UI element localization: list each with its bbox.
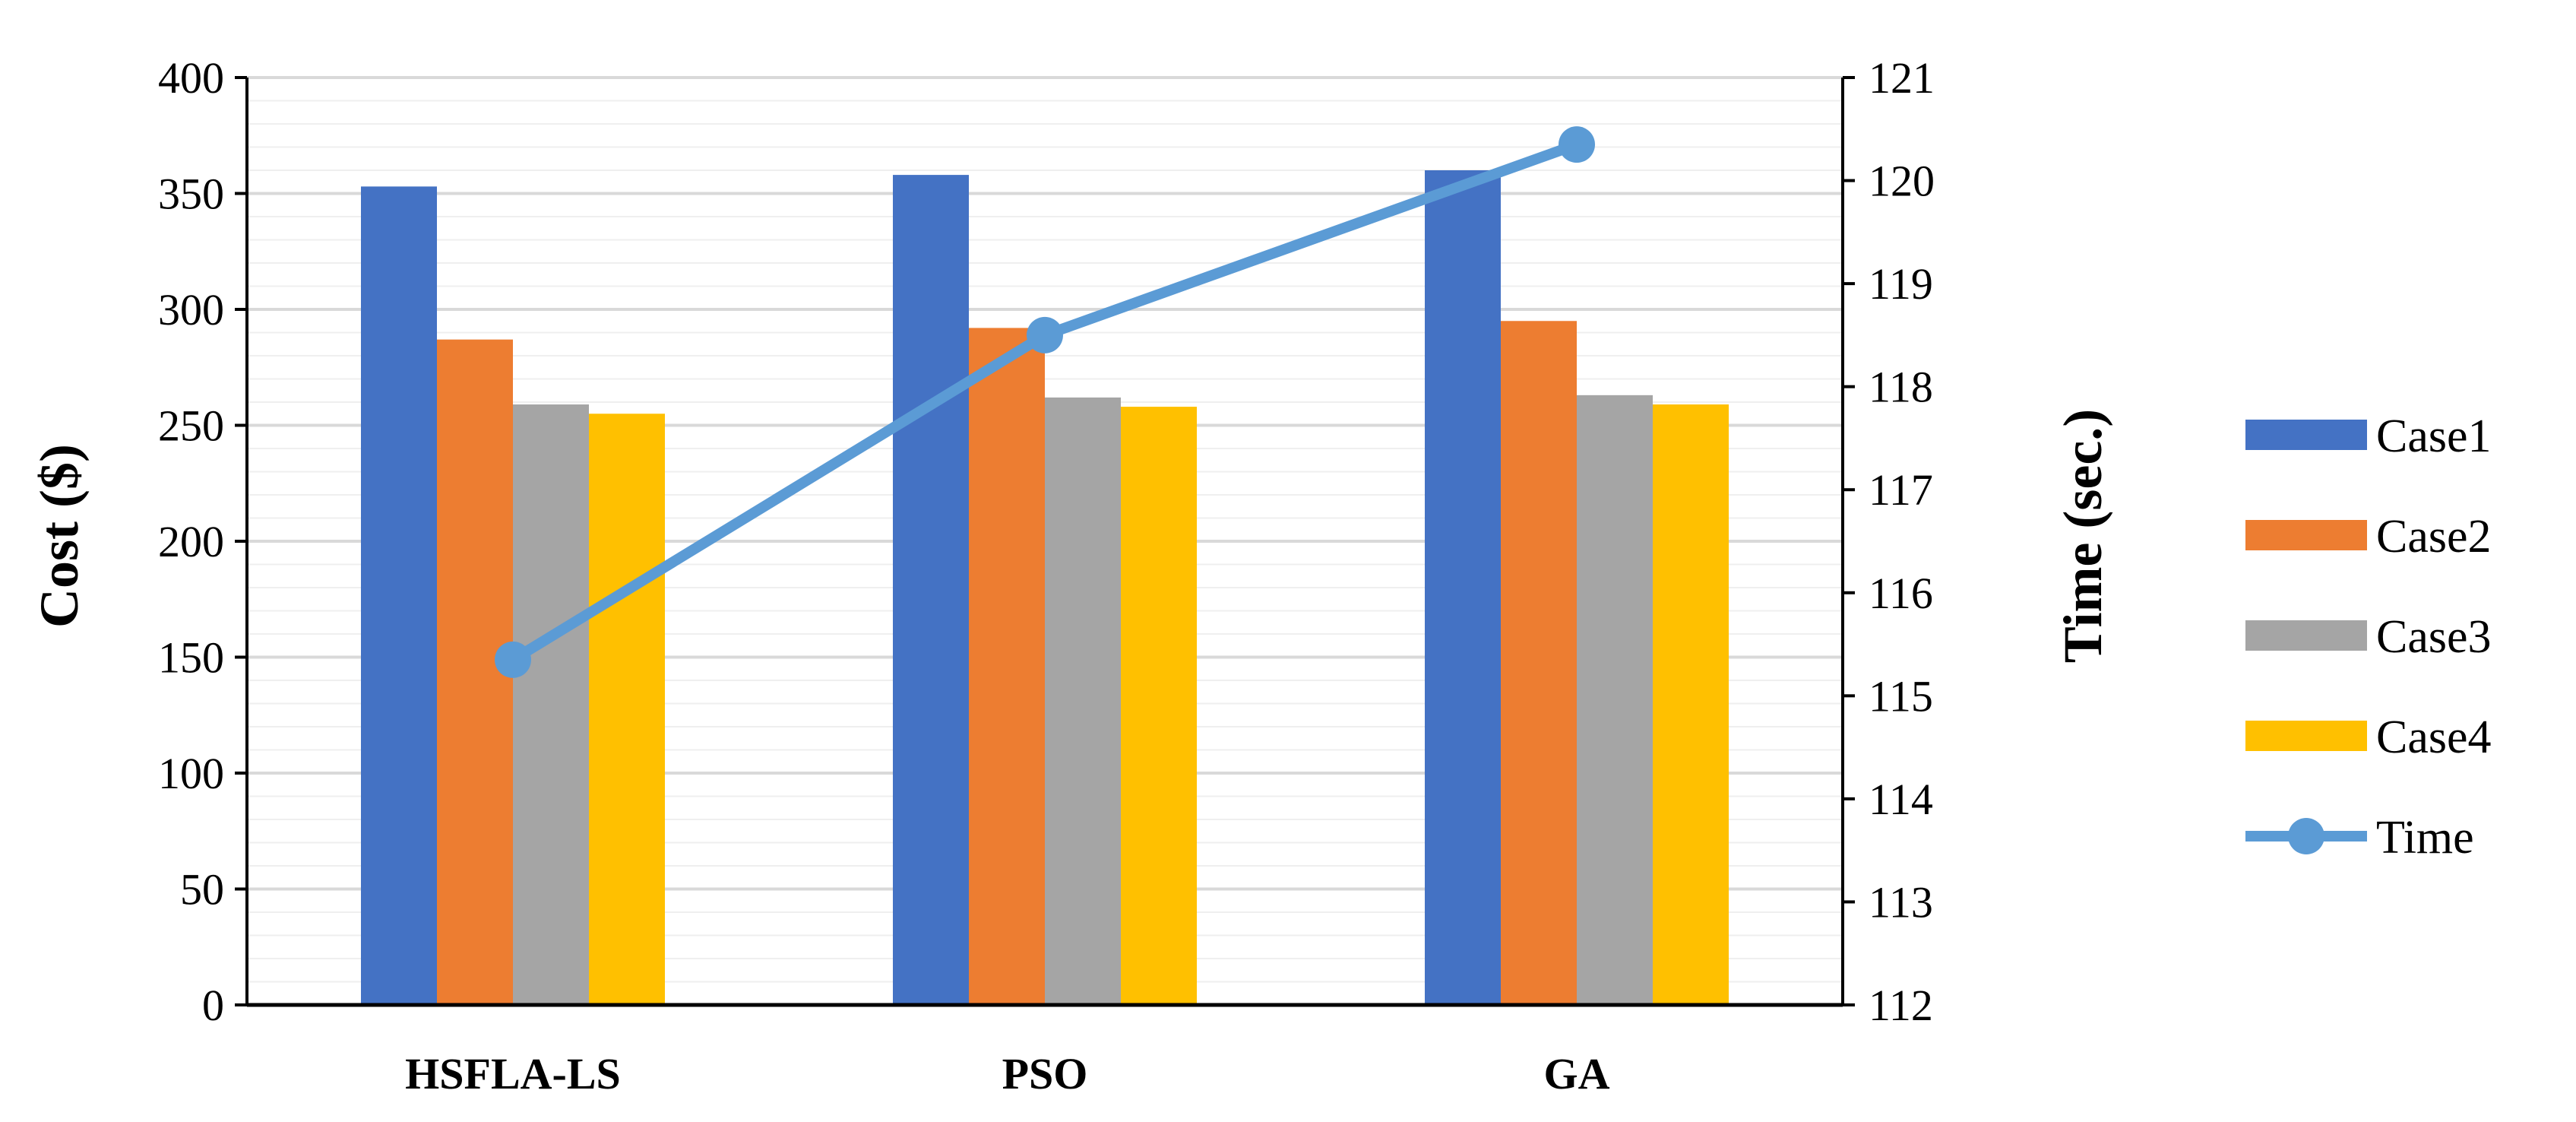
- right-tick-label: 118: [1869, 363, 1933, 412]
- legend-label: Case4: [2376, 712, 2492, 763]
- legend-label: Time: [2376, 812, 2474, 864]
- legend-swatch-case2: [2245, 520, 2367, 550]
- bar-case4-pso: [1121, 407, 1197, 1005]
- time-point: [1559, 126, 1595, 163]
- right-tick-label: 114: [1869, 775, 1933, 824]
- right-axis-ticks: 112 113 114 115 116 117 118 119 120 121: [1843, 53, 1935, 1030]
- right-tick-label: 113: [1869, 877, 1933, 927]
- legend-swatch-case3: [2245, 620, 2367, 651]
- y2-axis-title: Time (sec.): [2052, 409, 2113, 664]
- left-axis-ticks: 0 50 100 150 200 250 300 350 400: [158, 53, 247, 1030]
- legend-marker-time: [2288, 818, 2324, 854]
- right-tick-label: 116: [1869, 569, 1933, 618]
- right-tick-label: 121: [1869, 53, 1935, 103]
- right-tick-label: 119: [1869, 259, 1933, 309]
- bar-case3-ga: [1577, 395, 1653, 1005]
- bar-case1-pso: [893, 175, 969, 1006]
- left-tick-label: 400: [158, 53, 224, 103]
- left-tick-label: 100: [158, 749, 224, 798]
- legend-label: Case1: [2376, 410, 2492, 462]
- left-tick-label: 250: [158, 401, 224, 451]
- bar-case2-pso: [969, 328, 1045, 1005]
- category-label: GA: [1544, 1049, 1610, 1098]
- left-tick-label: 50: [180, 865, 224, 914]
- legend-swatch-case4: [2245, 721, 2367, 751]
- time-line: [495, 126, 1595, 678]
- bar-case2-ga: [1501, 321, 1577, 1005]
- left-tick-label: 0: [202, 981, 224, 1030]
- right-tick-label: 115: [1869, 671, 1933, 721]
- left-tick-label: 200: [158, 517, 224, 566]
- category-labels: HSFLA-LS PSO GA: [405, 1049, 1609, 1098]
- right-tick-label: 117: [1869, 465, 1933, 515]
- legend-label: Case3: [2376, 611, 2492, 663]
- bar-case1-ga: [1425, 170, 1501, 1005]
- bar-case4-hsfla-ls: [589, 414, 665, 1005]
- bar-case3-hsfla-ls: [513, 404, 589, 1005]
- left-tick-label: 150: [158, 633, 224, 683]
- right-tick-label: 112: [1869, 981, 1933, 1030]
- right-tick-label: 120: [1869, 157, 1935, 206]
- bar-case1-hsfla-ls: [361, 186, 437, 1006]
- time-point: [1027, 316, 1063, 353]
- category-label: HSFLA-LS: [405, 1049, 621, 1098]
- y-axis-title: Cost ($): [29, 444, 90, 628]
- bar-case4-ga: [1653, 404, 1729, 1005]
- left-tick-label: 300: [158, 285, 224, 334]
- bars: [361, 170, 1729, 1006]
- category-label: PSO: [1002, 1049, 1088, 1098]
- legend: Case1 Case2 Case3 Case4 Time: [2245, 410, 2492, 864]
- legend-swatch-case1: [2245, 420, 2367, 450]
- left-tick-label: 350: [158, 170, 224, 219]
- bar-case3-pso: [1045, 397, 1121, 1005]
- time-point: [495, 641, 531, 678]
- legend-label: Case2: [2376, 511, 2492, 563]
